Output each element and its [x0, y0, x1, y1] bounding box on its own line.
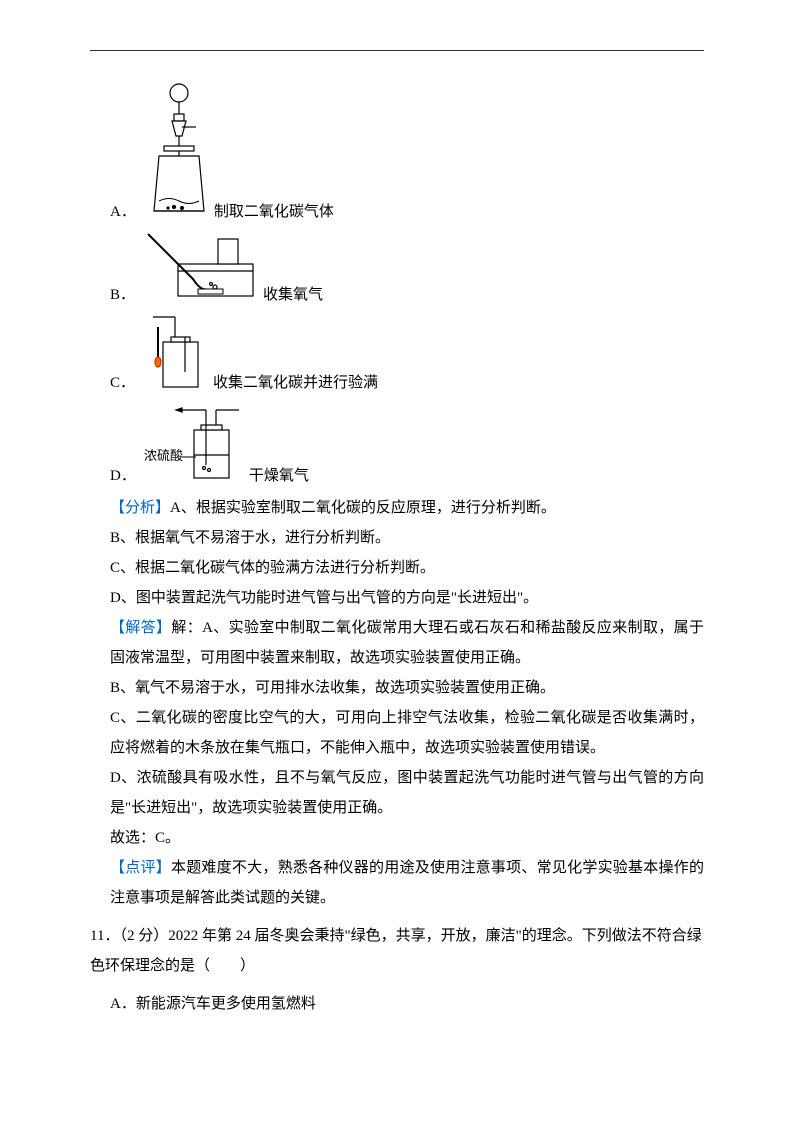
diagram-d-extra-label: 浓硫酸	[144, 448, 183, 463]
analysis-a: A、根据实验室制取二氧化碳的反应原理，进行分析判断。	[170, 500, 556, 516]
option-a-row: A． 制取二氧化碳气体	[110, 81, 704, 221]
option-c-row: C． 收集二氧化碳并进行验满	[110, 312, 704, 392]
analysis-d: D、图中装置起洗气功能时进气管与出气管的方向是"长进短出"。	[110, 583, 704, 613]
answer-c: C、二氧化碳的密度比空气的大，可用向上排空气法收集，检验二氧化碳是否收集满时，应…	[110, 703, 704, 763]
diagram-d: 浓硫酸	[144, 400, 249, 485]
comment-block: 【点评】本题难度不大，熟悉各种仪器的用途及使用注意事项、常见化学实验基本操作的注…	[110, 853, 704, 913]
answer-d: D、浓硫酸具有吸水性，且不与氧气反应，图中装置起洗气功能时进气管与出气管的方向是…	[110, 763, 704, 823]
analysis-b: B、根据氧气不易溶于水，进行分析判断。	[110, 523, 704, 553]
answer-label: 【解答】	[110, 620, 171, 636]
option-c-text: 收集二氧化碳并进行验满	[213, 371, 378, 392]
comment-label: 【点评】	[110, 860, 171, 876]
q11-stem: 11．（2 分）2022 年第 24 届冬奥会秉持"绿色，共享，开放，廉洁"的理…	[90, 921, 704, 981]
analysis-block: 【分析】A、根据实验室制取二氧化碳的反应原理，进行分析判断。	[110, 493, 704, 523]
option-b-row: B． 收集氧气	[110, 229, 704, 304]
option-d-label: D．	[110, 464, 136, 485]
option-a-label: A．	[110, 200, 136, 221]
option-a-text: 制取二氧化碳气体	[214, 200, 334, 221]
answer-block: 【解答】解：A、实验室中制取二氧化碳常用大理石或石灰石和稀盐酸反应来制取，属于固…	[110, 613, 704, 673]
option-d-text: 干燥氧气	[249, 464, 309, 485]
option-c-label: C．	[110, 371, 135, 392]
diagram-c	[143, 312, 213, 392]
analysis-label: 【分析】	[110, 500, 170, 516]
option-b-label: B．	[110, 283, 135, 304]
diagram-a	[144, 81, 214, 221]
option-b-text: 收集氧气	[263, 283, 323, 304]
answer-conclusion: 故选：C。	[110, 823, 704, 853]
answer-a: 解：A、实验室中制取二氧化碳常用大理石或石灰石和稀盐酸反应来制取，属于固液常温型…	[110, 620, 704, 666]
q11-optA: A．新能源汽车更多使用氢燃料	[110, 989, 704, 1019]
top-divider	[90, 50, 704, 51]
answer-b: B、氧气不易溶于水，可用排水法收集，故选项实验装置使用正确。	[110, 673, 704, 703]
comment-text: 本题难度不大，熟悉各种仪器的用途及使用注意事项、常见化学实验基本操作的注意事项是…	[110, 860, 704, 906]
diagram-b	[143, 229, 263, 304]
analysis-c: C、根据二氧化碳气体的验满方法进行分析判断。	[110, 553, 704, 583]
option-d-row: D． 浓硫酸 干燥氧气	[110, 400, 704, 485]
